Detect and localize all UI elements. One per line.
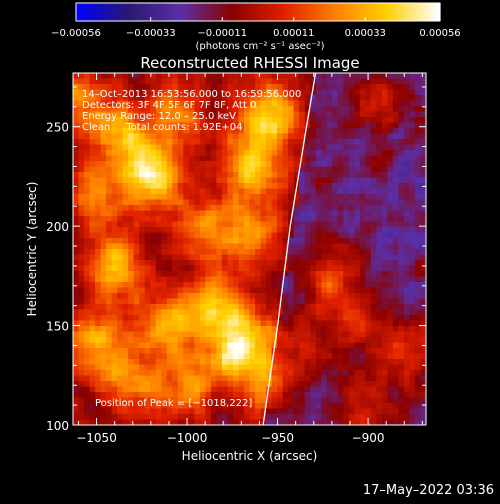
annotation-peak-position: Position of Peak = [−1018,222] <box>95 398 253 409</box>
solar-limb-line <box>262 72 317 426</box>
colorbar-tick-label: 0.00033 <box>345 28 386 39</box>
colorbar-frame <box>75 2 441 22</box>
x-axis-label: Heliocentric X (arcsec) <box>182 449 318 463</box>
colorbar-tick-label: 0.00056 <box>419 28 460 39</box>
y-axis-label: Heliocentric Y (arcsec) <box>25 182 39 317</box>
annotation-detectors: Detectors: 3F 4F 5F 6F 7F 8F, Att 0 <box>82 100 257 111</box>
colorbar-tick-label: −0.00033 <box>126 28 176 39</box>
x-tick-label: −900 <box>352 431 385 445</box>
x-tick-label: −1050 <box>76 431 117 445</box>
colorbar <box>76 3 441 21</box>
colorbar-tick-label: 0.00011 <box>273 28 314 39</box>
axis-ticks <box>73 73 426 426</box>
chart-title: Reconstructed RHESSI Image <box>140 54 359 72</box>
annotation-time-range: 14–Oct–2013 16:53:56.000 to 16:59:56.000 <box>82 89 302 100</box>
annotation-total-counts: Clean Total counts: 1.92E+04 <box>82 122 243 133</box>
colorbar-tick-label: −0.00056 <box>51 28 101 39</box>
footer-timestamp: 17–May–2022 03:36 <box>362 483 494 498</box>
y-tick-label: 200 <box>46 220 69 234</box>
y-tick-label: 100 <box>46 419 69 433</box>
y-tick-label: 150 <box>46 320 69 334</box>
x-tick-label: −1000 <box>167 431 208 445</box>
plot-frame <box>72 72 427 426</box>
y-tick-label: 250 <box>46 121 69 135</box>
colorbar-tick-label: −0.00011 <box>197 28 247 39</box>
colorbar-units-label: (photons cm⁻² s⁻¹ asec⁻²) <box>195 41 324 52</box>
annotation-energy-range: Energy Range: 12.0 – 25.0 keV <box>82 111 236 122</box>
heatmap-field <box>73 73 427 426</box>
x-tick-label: −950 <box>261 431 294 445</box>
